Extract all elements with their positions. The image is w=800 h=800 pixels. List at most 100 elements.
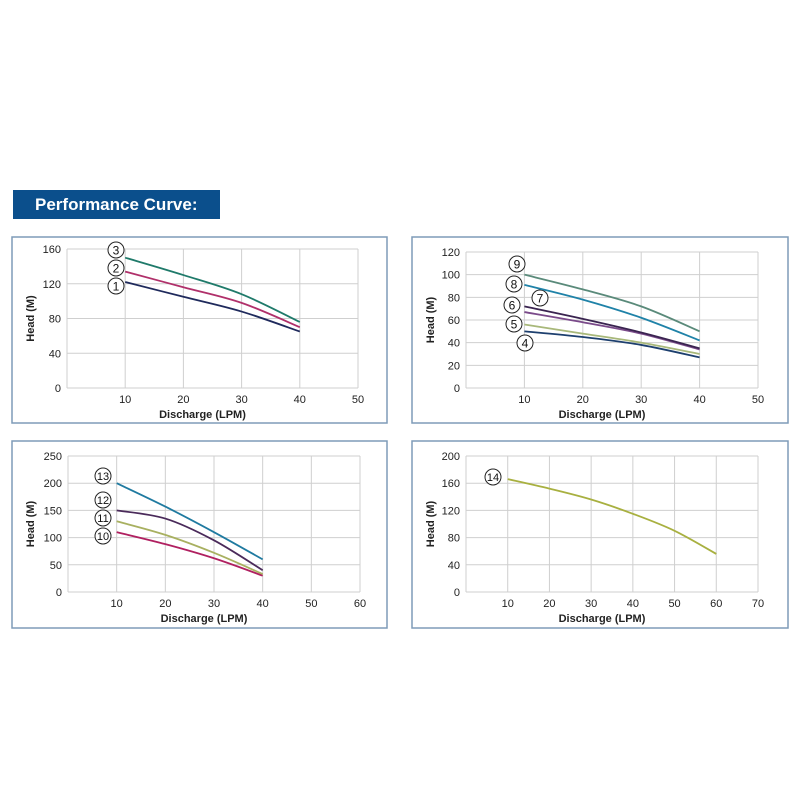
- x-tick-label: 40: [294, 394, 306, 406]
- y-tick-label: 100: [44, 533, 62, 545]
- y-axis-label: Head (M): [25, 295, 37, 342]
- x-tick-label: 30: [585, 598, 597, 610]
- y-tick-label: 0: [454, 383, 460, 395]
- curve-8-label-circle: [505, 275, 523, 293]
- x-tick-label: 30: [635, 394, 647, 406]
- x-tick-label: 40: [693, 394, 705, 406]
- curve-9-label-circle: [508, 255, 526, 273]
- curve-8: [524, 283, 700, 342]
- section-header: Performance Curve:: [13, 190, 220, 219]
- x-tick-label: 20: [177, 394, 189, 406]
- x-tick-label: 10: [502, 598, 514, 610]
- curve-9: [524, 273, 700, 333]
- y-tick-label: 100: [442, 270, 460, 282]
- x-tick-label: 50: [752, 394, 764, 406]
- curve-6-label: 6: [509, 298, 516, 312]
- curve-10-label-circle: [94, 527, 112, 545]
- x-tick-label: 60: [354, 598, 366, 610]
- x-tick-label: 20: [577, 394, 589, 406]
- curve-6: [524, 311, 700, 351]
- chart-panel: [411, 440, 789, 629]
- y-tick-label: 0: [454, 587, 460, 599]
- curve-7-label: 7: [537, 291, 544, 305]
- curve-7: [524, 305, 700, 350]
- y-tick-label: 0: [56, 587, 62, 599]
- curve-14-label: 14: [487, 472, 499, 484]
- y-tick-label: 40: [448, 338, 460, 350]
- x-tick-label: 10: [119, 394, 131, 406]
- x-tick-label: 50: [352, 394, 364, 406]
- x-tick-label: 60: [710, 598, 722, 610]
- curve-4-label-circle: [516, 334, 534, 352]
- curve-1-label-circle: [107, 277, 125, 295]
- curve-3-label: 3: [113, 243, 120, 257]
- y-axis-label: Head (M): [425, 500, 437, 547]
- curve-13-label: 13: [97, 471, 109, 483]
- y-tick-label: 40: [49, 348, 61, 360]
- chart-panel: [411, 236, 789, 424]
- x-tick-label: 50: [668, 598, 680, 610]
- x-tick-label: 30: [235, 394, 247, 406]
- x-tick-label: 10: [111, 598, 123, 610]
- y-tick-label: 150: [44, 505, 62, 517]
- curve-9-label: 9: [514, 257, 521, 271]
- y-tick-label: 50: [50, 560, 62, 572]
- x-axis-label: Discharge (LPM): [161, 613, 248, 625]
- x-tick-label: 20: [159, 598, 171, 610]
- chart-2: 0 20 40 60 80 100 120 10 20 30 40 50 Discharge (LPM)…: [411, 236, 789, 424]
- chart-3: 0 50 100 150 200 250 10 20 30 40 50 60 Discharge (LP…: [11, 440, 388, 629]
- curve-12-label-circle: [94, 491, 112, 509]
- y-tick-label: 80: [49, 314, 61, 326]
- curve-10-label: 10: [97, 531, 109, 543]
- curve-2-label: 2: [113, 261, 120, 275]
- curve-3-label-circle: [107, 241, 125, 259]
- y-tick-label: 120: [43, 279, 61, 291]
- y-axis-label: Head (M): [25, 500, 37, 547]
- x-tick-label: 10: [518, 394, 530, 406]
- curve-10: [116, 531, 263, 577]
- y-tick-label: 60: [448, 315, 460, 327]
- curve-5: [524, 323, 700, 355]
- chart-1: 0 40 80 120 160 10 20 30 40 50 Discharge (LPM) Head…: [11, 236, 388, 424]
- curve-13-label-circle: [94, 467, 112, 485]
- y-tick-label: 120: [442, 505, 460, 517]
- curve-14-label-circle: [484, 468, 502, 486]
- chart-panel: [11, 440, 388, 629]
- y-tick-label: 160: [442, 478, 460, 490]
- y-tick-label: 0: [55, 383, 61, 395]
- x-tick-label: 30: [208, 598, 220, 610]
- y-tick-label: 20: [448, 360, 460, 372]
- curve-8-label: 8: [511, 277, 518, 291]
- x-tick-label: 20: [543, 598, 555, 610]
- curve-3: [124, 256, 301, 323]
- y-tick-label: 200: [44, 478, 62, 490]
- y-tick-label: 250: [44, 451, 62, 463]
- y-tick-label: 160: [43, 244, 61, 256]
- curve-11-label: 11: [97, 513, 108, 525]
- curve-2: [124, 270, 301, 329]
- y-axis-label: Head (M): [425, 296, 437, 343]
- y-tick-label: 80: [448, 533, 460, 545]
- x-tick-label: 40: [257, 598, 269, 610]
- curve-4: [524, 330, 700, 359]
- y-tick-label: 120: [442, 247, 460, 259]
- x-axis-label: Discharge (LPM): [559, 409, 646, 421]
- y-tick-label: 200: [442, 451, 460, 463]
- curve-5-label: 5: [511, 317, 518, 331]
- curve-12: [116, 509, 264, 572]
- chart-panel: [11, 236, 388, 424]
- x-axis-label: Discharge (LPM): [159, 409, 246, 421]
- chart-4: 0 40 80 120 160 200 10 20 30 40 50 60 70 Discharge (L…: [411, 440, 789, 629]
- x-tick-label: 40: [627, 598, 639, 610]
- curve-13: [116, 482, 264, 561]
- curve-4-label: 4: [522, 336, 529, 350]
- curve-2-label-circle: [107, 259, 125, 277]
- curve-7-label-circle: [531, 289, 549, 307]
- x-tick-label: 70: [752, 598, 764, 610]
- curve-11: [116, 520, 264, 575]
- y-tick-label: 80: [448, 292, 460, 304]
- curve-11-label-circle: [94, 509, 112, 527]
- curve-14: [507, 478, 717, 555]
- x-axis-label: Discharge (LPM): [559, 613, 646, 625]
